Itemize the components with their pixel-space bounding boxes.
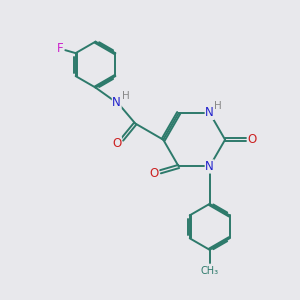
Text: N: N	[205, 106, 214, 119]
Text: O: O	[149, 167, 159, 180]
Text: N: N	[112, 95, 121, 109]
Text: F: F	[57, 42, 63, 55]
Text: CH₃: CH₃	[201, 266, 219, 276]
Text: O: O	[112, 137, 122, 150]
Text: H: H	[214, 101, 222, 111]
Text: H: H	[122, 91, 129, 100]
Text: O: O	[248, 133, 257, 146]
Text: N: N	[205, 160, 214, 173]
